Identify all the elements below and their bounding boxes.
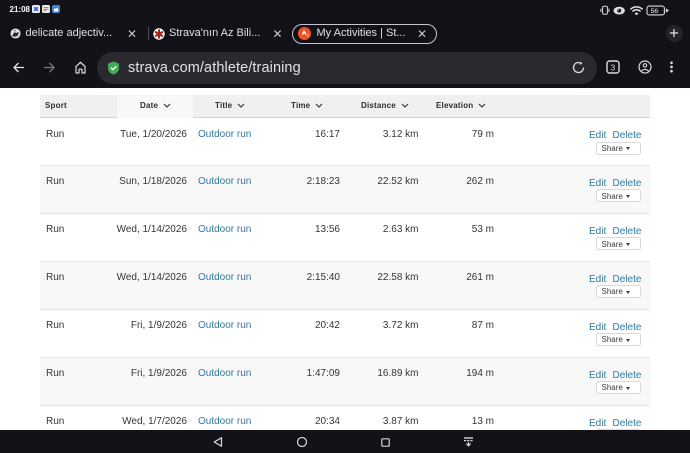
svg-text:3: 3 [611, 62, 616, 72]
svg-text:56: 56 [651, 8, 659, 15]
